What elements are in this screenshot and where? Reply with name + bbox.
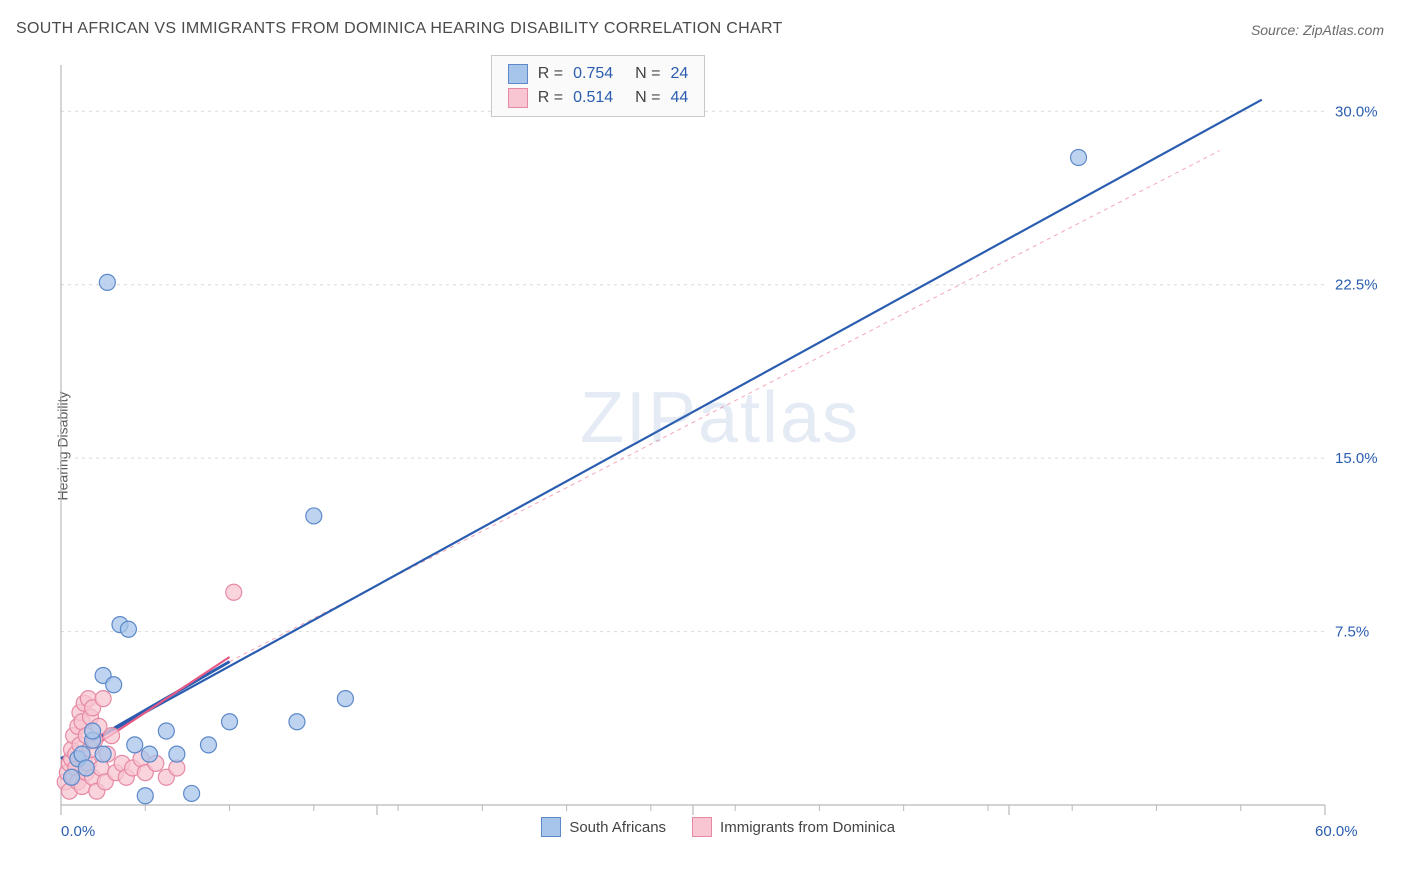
n-value: 24	[670, 65, 688, 83]
legend-label: Immigrants from Dominica	[720, 819, 895, 836]
legend-swatch	[508, 64, 528, 84]
scatter-plot: 7.5% 15.0% 22.5% 30.0%	[55, 55, 1385, 845]
x-axis-min-label: 0.0%	[61, 823, 95, 840]
chart-area: 7.5%15.0%22.5%30.0% ZIPatlas R =0.754N =…	[55, 55, 1385, 845]
series-legend: South Africans Immigrants from Dominica	[541, 817, 895, 837]
stats-row: R = 0.514 N = 44	[508, 86, 689, 110]
svg-text:7.5%: 7.5%	[1335, 624, 1369, 641]
r-label: R =	[538, 89, 563, 107]
legend-swatch	[508, 88, 528, 108]
stats-row: R = 0.754 N = 24	[508, 62, 689, 86]
legend-swatch	[692, 817, 712, 837]
r-value: 0.754	[573, 65, 613, 83]
source-label: Source: ZipAtlas.com	[1251, 22, 1384, 38]
n-label: N =	[635, 65, 660, 83]
n-value: 44	[670, 89, 688, 107]
n-label: N =	[635, 89, 660, 107]
svg-text:30.0%: 30.0%	[1335, 103, 1378, 120]
legend-item: South Africans	[541, 817, 666, 837]
legend-item: Immigrants from Dominica	[692, 817, 895, 837]
chart-title: SOUTH AFRICAN VS IMMIGRANTS FROM DOMINIC…	[16, 20, 783, 38]
legend-swatch	[541, 817, 561, 837]
legend-label: South Africans	[569, 819, 666, 836]
r-label: R =	[538, 65, 563, 83]
r-value: 0.514	[573, 89, 613, 107]
x-axis-max-label: 60.0%	[1315, 823, 1358, 840]
stats-box: R = 0.754 N = 24 R = 0.514 N = 44	[491, 55, 706, 117]
svg-text:22.5%: 22.5%	[1335, 277, 1378, 294]
header: SOUTH AFRICAN VS IMMIGRANTS FROM DOMINIC…	[0, 0, 1406, 50]
svg-text:15.0%: 15.0%	[1335, 450, 1378, 467]
